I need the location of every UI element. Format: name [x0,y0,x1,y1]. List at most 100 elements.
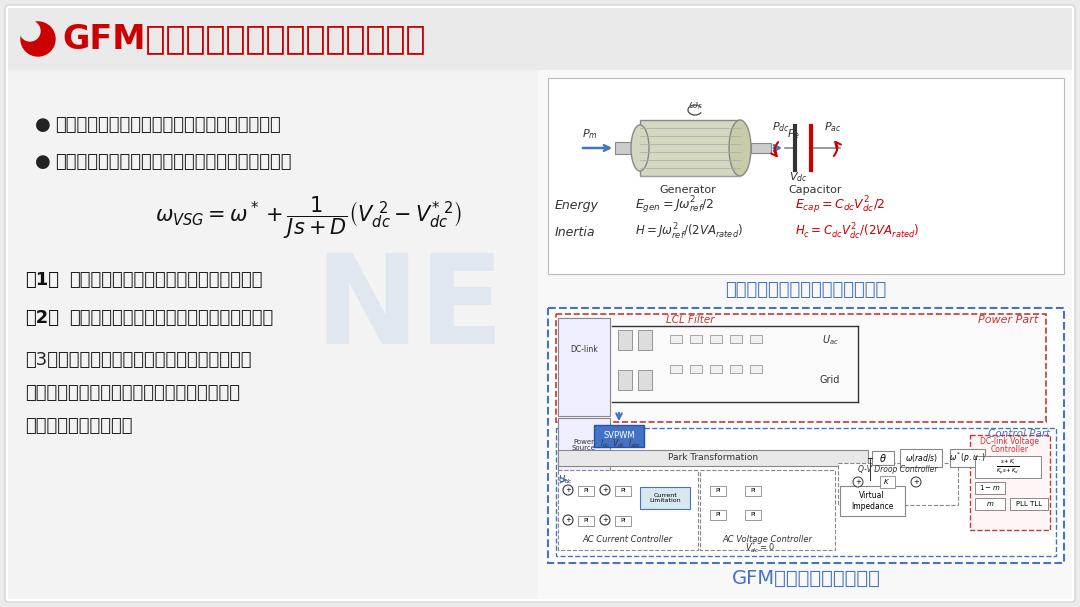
Text: 由浙江大学黄博士和新加坡南阳理工方博士提出: 由浙江大学黄博士和新加坡南阳理工方博士提出 [55,116,281,134]
Bar [670,335,681,343]
Text: 新能源直流侧电容电压暂态与摇摆方程具有相似性: 新能源直流侧电容电压暂态与摇摆方程具有相似性 [55,153,292,171]
Text: Q-V Droop Controller: Q-V Droop Controller [859,464,937,473]
Bar [615,142,640,154]
Text: 电容电压暂态与电机同步暂态类比: 电容电压暂态与电机同步暂态类比 [726,281,887,299]
Bar [558,318,610,416]
Text: $1-m$: $1-m$ [980,484,1001,492]
Bar [750,365,762,373]
Text: Power
Source: Power Source [572,438,596,452]
Bar [638,330,652,350]
Bar [618,370,632,390]
Text: $P_e$: $P_e$ [787,127,800,141]
Text: NE: NE [315,249,505,370]
Text: GFM控制方法二：直流电容电压控制: GFM控制方法二：直流电容电压控制 [62,22,426,55]
Bar [880,476,895,488]
Bar [730,365,742,373]
Text: $I_{abc}$: $I_{abc}$ [629,438,642,450]
FancyBboxPatch shape [556,314,1047,422]
Text: $P_m$: $P_m$ [582,127,597,141]
Ellipse shape [631,125,649,171]
Ellipse shape [729,120,751,176]
Text: $U_{ac}$: $U_{ac}$ [822,333,838,347]
Text: $H_c=C_{dc}V_{dc}^2/(2VA_{rated})$: $H_c=C_{dc}V_{dc}^2/(2VA_{rated})$ [795,222,919,242]
Bar [975,456,1041,478]
Bar [670,365,681,373]
Text: Power Part: Power Part [977,315,1038,325]
Bar [690,365,702,373]
Text: 惯量能量来自电容电压降低时能量释放；: 惯量能量来自电容电压降低时能量释放； [69,271,262,289]
Bar [558,418,610,473]
Text: PI: PI [583,489,589,493]
Text: $P_{dc}$: $P_{dc}$ [772,120,789,134]
Text: Generator: Generator [660,185,716,195]
Bar [730,335,742,343]
Text: +: + [602,517,608,523]
Bar [8,70,538,599]
Bar [578,486,594,496]
Text: +: + [913,479,919,485]
Text: Energy: Energy [555,198,599,211]
FancyBboxPatch shape [970,435,1050,530]
Bar [745,486,761,496]
Circle shape [853,477,863,487]
Bar [615,516,631,526]
Text: $U_{dc}$: $U_{dc}$ [558,473,573,486]
Text: $V_{dc}$: $V_{dc}$ [788,170,808,184]
Text: 注2：: 注2： [25,309,59,327]
Bar [710,335,723,343]
Bar [538,70,1072,599]
Text: PI: PI [751,489,756,493]
Text: Park Transformation: Park Transformation [667,453,758,463]
Text: LCL Filter: LCL Filter [665,315,714,325]
FancyBboxPatch shape [594,425,644,447]
Bar [975,498,1005,510]
Bar [640,120,740,176]
Text: PI: PI [583,518,589,523]
Text: Current
Limitation: Current Limitation [649,493,680,503]
Text: PI: PI [620,518,625,523]
FancyBboxPatch shape [558,470,698,550]
Text: DC-link: DC-link [570,345,598,354]
Bar [750,335,762,343]
Text: 注1：: 注1： [25,271,59,289]
Text: $\omega^*(p.u.)$: $\omega^*(p.u.)$ [948,451,985,465]
Bar [975,482,1005,494]
Text: Grid: Grid [820,375,840,385]
Text: 直流电压可控，但在暂态时，其值不恒定；: 直流电压可控，但在暂态时，其值不恒定； [69,309,273,327]
Circle shape [563,485,573,495]
Circle shape [912,477,921,487]
Circle shape [600,485,610,495]
Text: Virtual
Impedance: Virtual Impedance [851,491,893,510]
Text: +: + [855,479,861,485]
Text: $\omega_{VSG}=\omega^*+\dfrac{1}{Js+D}\left(V_{dc}^{\ 2}-V_{dc}^{*\ 2}\right)$: $\omega_{VSG}=\omega^*+\dfrac{1}{Js+D}\l… [156,195,461,241]
Text: PLL TLL: PLL TLL [1016,501,1042,507]
Bar [8,8,1072,70]
FancyBboxPatch shape [5,5,1075,602]
Text: PI: PI [751,512,756,518]
Bar [710,486,726,496]
Text: AC Voltage Controller: AC Voltage Controller [723,535,812,544]
Bar [615,486,631,496]
Bar [1010,498,1048,510]
Text: +: + [565,517,571,523]
Text: PI: PI [715,489,720,493]
FancyBboxPatch shape [700,470,835,550]
Text: +: + [602,487,608,493]
Text: $H=J\omega_{ref}^2/(2VA_{rated})$: $H=J\omega_{ref}^2/(2VA_{rated})$ [635,222,743,242]
Text: $V_{dc}$: $V_{dc}$ [612,438,625,450]
Text: PI: PI [620,489,625,493]
Text: ●: ● [35,116,51,134]
Bar [745,510,761,520]
Bar [751,143,771,153]
Text: GFM变换器整体控制方案: GFM变换器整体控制方案 [731,569,880,588]
Bar [690,335,702,343]
Bar [548,78,1064,274]
Circle shape [21,22,55,56]
Text: ●: ● [35,153,51,171]
Bar [710,510,726,520]
FancyBboxPatch shape [556,428,1056,556]
Text: AC Current Controller: AC Current Controller [583,535,673,544]
Text: Inertia: Inertia [555,225,595,239]
Text: $I_{dc}$: $I_{dc}$ [599,438,610,450]
Bar [900,449,942,467]
